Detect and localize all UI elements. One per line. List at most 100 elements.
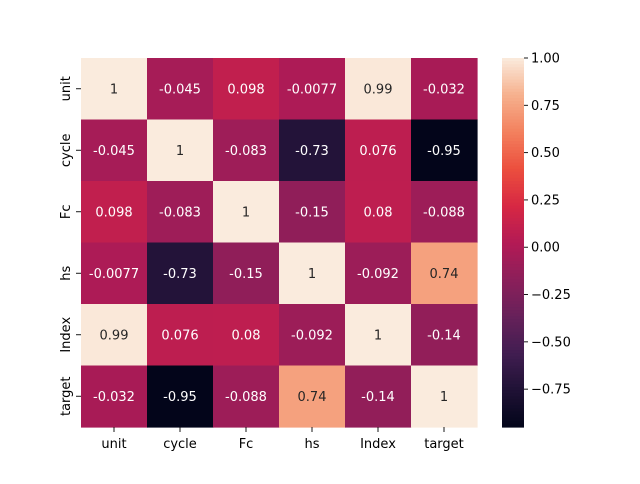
- colorbar-segment: [502, 224, 524, 228]
- colorbar-segment: [502, 168, 524, 173]
- cell-annotation: 1: [374, 328, 382, 343]
- colorbar-segment: [502, 205, 524, 210]
- colorbar-segment: [502, 73, 524, 78]
- x-tick-label: Fc: [239, 437, 254, 452]
- cell-annotation: 1: [242, 205, 250, 220]
- colorbar-segment: [502, 334, 524, 339]
- y-tick-label: hs: [59, 266, 74, 281]
- colorbar-segment: [502, 368, 524, 373]
- colorbar-segment: [502, 190, 524, 194]
- colorbar-segment: [502, 144, 524, 148]
- colorbar-segment: [502, 273, 524, 277]
- cell-annotation: -0.045: [93, 144, 135, 159]
- colorbar-segment: [502, 291, 524, 296]
- y-tick-label: Fc: [59, 204, 74, 219]
- colorbar-segment: [502, 131, 524, 136]
- colorbar-segment: [502, 134, 524, 139]
- colorbar-segment: [502, 94, 524, 99]
- colorbar-segment: [502, 423, 524, 428]
- heatmap-cell: [279, 242, 346, 305]
- colorbar-segment: [502, 350, 524, 354]
- colorbar-segment: [502, 279, 524, 284]
- colorbar-segment: [502, 104, 524, 108]
- cell-annotation: 0.098: [227, 82, 264, 97]
- colorbar-segment: [502, 150, 524, 154]
- colorbar-segment: [502, 417, 524, 422]
- cell-annotation: 0.99: [364, 82, 393, 97]
- colorbar-segment: [502, 196, 524, 201]
- heatmap-cell: [147, 58, 214, 121]
- cell-annotation: -0.045: [159, 82, 201, 97]
- colorbar-segment: [502, 128, 524, 133]
- colorbar: 1.00 0.75 0.50 0.25 0.00 −0.25 −0.50 −0.75: [502, 52, 571, 428]
- cell-annotation: 1: [308, 267, 316, 282]
- colorbar-segment: [502, 270, 524, 274]
- colorbar-segment: [502, 297, 524, 302]
- cell-annotation: -0.032: [93, 390, 135, 405]
- colorbar-segment: [502, 399, 524, 403]
- heatmap-cell: [279, 119, 346, 182]
- colorbar-segment: [502, 171, 524, 176]
- heatmap-cell: [147, 181, 214, 244]
- colorbar-segment: [502, 282, 524, 287]
- heatmap-cell: [147, 242, 214, 305]
- cell-annotation: 1: [110, 82, 118, 97]
- cell-annotation: -0.73: [163, 267, 197, 282]
- colorbar-segment: [502, 119, 524, 124]
- colorbar-segment: [502, 285, 524, 290]
- cell-annotation: 0.076: [161, 328, 198, 343]
- colorbar-segment: [502, 208, 524, 213]
- cell-annotation: -0.15: [295, 205, 329, 220]
- colorbar-segment: [502, 420, 524, 425]
- colorbar-segment: [502, 177, 524, 182]
- heatmap-cell: [345, 181, 412, 244]
- colorbar-segment: [502, 110, 524, 114]
- heatmap-cell: [411, 119, 478, 182]
- colorbar-tick-label: 0.25: [531, 193, 560, 208]
- colorbar-segment: [502, 374, 524, 379]
- cell-annotation: 0.74: [298, 390, 327, 405]
- colorbar-tick-label: 0.00: [531, 241, 560, 256]
- colorbar-segment: [502, 162, 524, 167]
- colorbar-segment: [502, 353, 524, 357]
- colorbar-segment: [502, 97, 524, 102]
- colorbar-tick-label: 0.50: [531, 146, 560, 161]
- colorbar-segment: [502, 125, 524, 130]
- colorbar-segment: [502, 254, 524, 259]
- y-tick-label: target: [59, 376, 74, 416]
- heatmap-cell: [147, 365, 214, 428]
- colorbar-segment: [502, 184, 524, 188]
- colorbar-segment: [502, 82, 524, 87]
- cell-annotation: 1: [440, 390, 448, 405]
- x-tick-label: unit: [101, 437, 126, 452]
- colorbar-segment: [502, 147, 524, 151]
- colorbar-segment: [502, 331, 524, 336]
- colorbar-segment: [502, 319, 524, 324]
- colorbar-segment: [502, 137, 524, 142]
- colorbar-segment: [502, 267, 524, 271]
- heatmap-cell: [345, 365, 412, 428]
- colorbar-segment: [502, 174, 524, 179]
- cell-annotation: -0.14: [427, 328, 461, 343]
- colorbar-segment: [502, 402, 524, 407]
- cell-annotation: 0.08: [364, 205, 393, 220]
- heatmap-cells: [81, 58, 478, 428]
- colorbar-segment: [502, 181, 524, 185]
- colorbar-segment: [502, 411, 524, 416]
- colorbar-segment: [502, 310, 524, 314]
- colorbar-segment: [502, 325, 524, 330]
- colorbar-segment: [502, 193, 524, 197]
- colorbar-segment: [502, 362, 524, 367]
- colorbar-segment: [502, 304, 524, 308]
- colorbar-tick-label: −0.75: [531, 383, 571, 398]
- y-tick-label: unit: [59, 76, 74, 101]
- colorbar-segment: [502, 242, 524, 247]
- heatmap-cell: [213, 242, 280, 305]
- heatmap-cell: [81, 119, 148, 182]
- x-tick-label: hs: [304, 437, 319, 452]
- colorbar-segment: [502, 230, 524, 234]
- heatmap-cell: [147, 119, 214, 182]
- heatmap-cell: [411, 242, 478, 305]
